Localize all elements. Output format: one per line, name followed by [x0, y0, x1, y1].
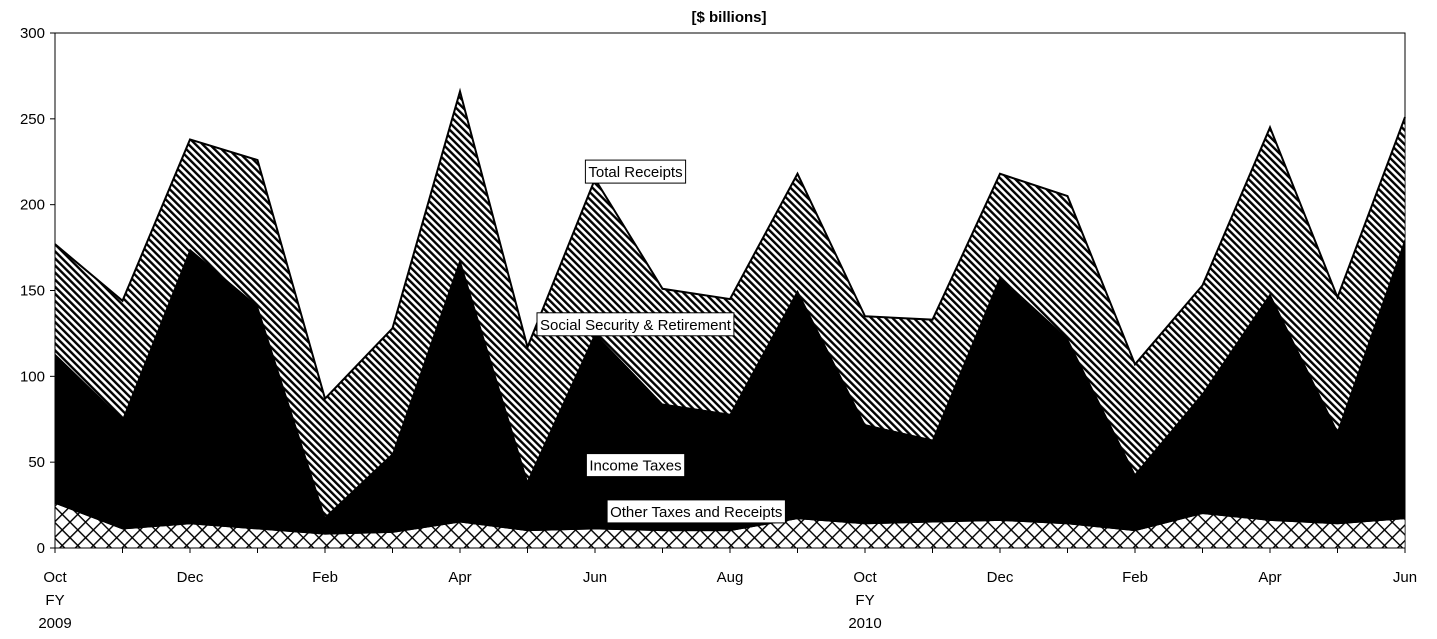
y-tick-label: 100: [20, 368, 45, 385]
svg-text:Income Taxes: Income Taxes: [589, 458, 681, 475]
x-tick-label: Oct FY 2010: [848, 569, 881, 632]
svg-text:Social Security & Retirement: Social Security & Retirement: [540, 317, 732, 334]
svg-text:Other Taxes and Receipts: Other Taxes and Receipts: [610, 504, 782, 521]
y-tick-label: 200: [20, 197, 45, 214]
x-tick-label: Dec: [987, 569, 1014, 586]
y-tick-label: 150: [20, 283, 45, 300]
x-tick-label: Aug: [717, 569, 744, 586]
x-tick-label: Jun: [1393, 569, 1417, 586]
x-tick-label: Feb: [312, 569, 338, 586]
series-annotation: Other Taxes and Receipts: [606, 499, 786, 524]
x-tick-label: Apr: [1258, 569, 1281, 586]
x-tick-label: Oct FY 2009: [38, 569, 71, 632]
chart-title: [$ billions]: [692, 9, 767, 26]
y-tick-label: 300: [20, 25, 45, 42]
y-tick-label: 50: [28, 454, 45, 471]
series-annotation: Total Receipts: [584, 159, 687, 184]
x-tick-label: Apr: [448, 569, 471, 586]
x-tick-label: Dec: [177, 569, 204, 586]
y-tick-label: 0: [37, 540, 45, 557]
series-annotation: Income Taxes: [585, 453, 686, 478]
x-tick-label: Feb: [1122, 569, 1148, 586]
total-receipts-line: [54, 87, 1406, 401]
y-tick-label: 250: [20, 111, 45, 128]
series-annotation: Social Security & Retirement: [536, 312, 735, 337]
x-tick-label: Jun: [583, 569, 607, 586]
svg-text:Total Receipts: Total Receipts: [588, 164, 682, 181]
